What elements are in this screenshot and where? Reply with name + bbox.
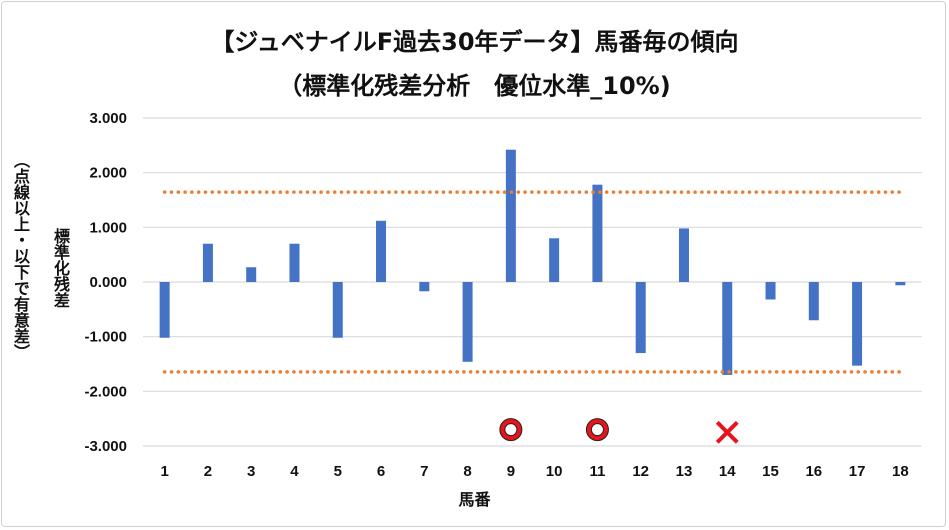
x-tick-label: 3: [247, 463, 255, 480]
y-tick-label: -3.000: [84, 438, 127, 455]
bar-17: [852, 282, 863, 366]
bar-3: [246, 267, 257, 282]
bar-13: [678, 228, 689, 282]
chart-title: 【ジュベナイルF過去30年データ】馬番毎の傾向: [210, 28, 739, 56]
bar-18: [895, 282, 906, 286]
x-tick-label: 17: [849, 463, 866, 480]
circle-marker-inner: [590, 423, 604, 437]
x-tick-label: 2: [204, 463, 212, 480]
y-tick-label: 1.000: [89, 219, 127, 236]
bar-4: [289, 243, 300, 282]
x-tick-label: 11: [589, 463, 605, 480]
bar-14: [722, 282, 733, 375]
bar-5: [332, 282, 343, 338]
bar-16: [808, 282, 819, 321]
x-axis-title: 馬番: [458, 490, 491, 509]
bar-15: [765, 282, 776, 300]
bar-10: [549, 238, 560, 282]
x-tick-label: 1: [160, 463, 168, 480]
y-tick-label: -2.000: [84, 383, 127, 400]
y-tick-label: 0.000: [89, 274, 127, 291]
x-tick-label: 5: [334, 463, 342, 480]
x-tick-label: 9: [507, 463, 515, 480]
bar-7: [419, 282, 430, 292]
bar-11: [592, 184, 603, 282]
x-tick-label: 4: [290, 463, 299, 480]
y-tick-label: 3.000: [89, 110, 127, 127]
x-tick-label: 16: [805, 463, 822, 480]
y-axis-subtitle: （点線以上・以下で有意差）: [11, 152, 30, 360]
x-tick-label: 7: [420, 463, 428, 480]
circle-marker-inner: [504, 423, 518, 437]
bar-6: [376, 220, 387, 282]
bar-2: [202, 243, 213, 282]
chart-subtitle: （標準化残差分析 優位水準_10%): [278, 72, 671, 100]
y-tick-label: -1.000: [84, 329, 127, 346]
x-tick-label: 15: [762, 463, 779, 480]
x-tick-label: 14: [719, 463, 736, 480]
y-axis-title: 標準化残差: [51, 228, 70, 308]
bar-8: [462, 282, 473, 362]
bar-12: [635, 282, 646, 354]
cross-marker-icon: [715, 420, 739, 444]
x-tick-label: 13: [676, 463, 693, 480]
x-tick-label: 6: [377, 463, 385, 480]
bar-1: [159, 282, 170, 338]
x-tick-label: 10: [546, 463, 563, 480]
bar-9: [505, 149, 516, 282]
x-tick-label: 18: [892, 463, 909, 480]
y-tick-label: 2.000: [89, 165, 127, 182]
x-tick-label: 8: [463, 463, 471, 480]
x-tick-label: 12: [632, 463, 649, 480]
